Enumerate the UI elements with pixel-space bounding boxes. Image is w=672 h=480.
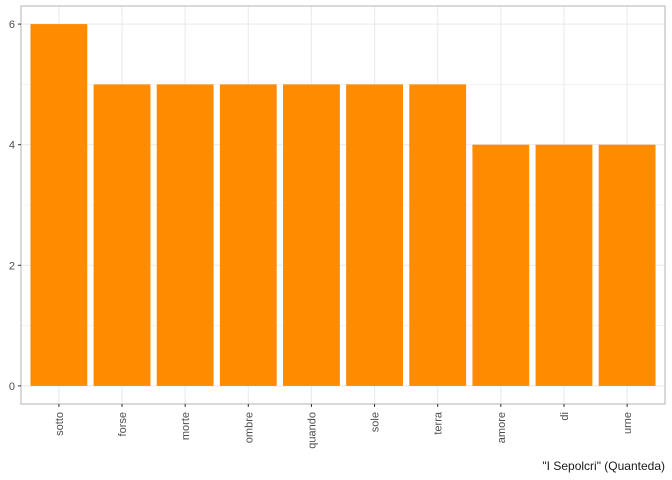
bar-urne [598,144,656,386]
x-tick-label-ombre: ombre [243,412,255,443]
bar-terra [409,84,467,386]
y-tick-label: 6 [9,19,15,31]
bar-ombre [219,84,277,386]
bars [30,24,656,386]
x-tick-label-forse: forse [117,412,129,436]
chart-caption: "I Sepolcri" (Quanteda) [542,459,665,473]
bar-forse [93,84,151,386]
plot-panel-border [20,5,666,405]
x-tick-label-urne: urne [622,412,634,434]
bar-amore [472,144,530,386]
x-tick-label-amore: amore [496,412,508,443]
x-tick-label-sotto: sotto [54,412,66,436]
y-axis: 0 2 4 6 [9,19,21,393]
bar-di [535,144,593,386]
bar-sotto [30,24,88,386]
y-tick-label: 0 [9,381,15,393]
x-tick-label-morte: morte [180,412,192,440]
x-tick-label-di: di [559,412,571,421]
y-tick-label: 4 [9,140,15,152]
y-tick-label: 2 [9,260,15,272]
x-tick-label-quando: quando [306,412,318,449]
bar-morte [156,84,214,386]
x-tick-label-sole: sole [370,412,382,432]
x-tick-label-terra: terra [433,411,445,435]
bar-quando [283,84,340,386]
bar-sole [346,84,403,386]
x-axis: sotto forse morte ombre quando sole terra amore… [54,404,634,449]
